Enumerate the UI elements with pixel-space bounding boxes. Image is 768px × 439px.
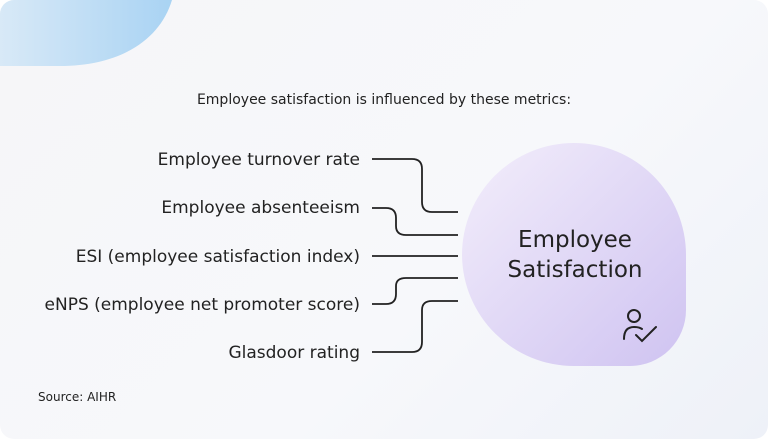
metric-label: Employee absenteeism <box>161 198 360 218</box>
source: Source: AIHR <box>38 390 116 404</box>
corner-blob <box>0 0 172 66</box>
center-shape <box>462 143 686 366</box>
person-check-icon <box>623 309 657 343</box>
metric-label: eNPS (employee net promoter score) <box>45 295 360 315</box>
center-title: Satisfaction <box>508 257 643 283</box>
metric-label: ESI (employee satisfaction index) <box>76 247 360 267</box>
metric-label: Employee turnover rate <box>158 150 360 170</box>
heading: Employee satisfaction is influenced by t… <box>197 92 571 108</box>
connectors <box>372 158 458 353</box>
center-title: Employee <box>518 227 632 253</box>
metric-label: Glasdoor rating <box>228 343 360 363</box>
